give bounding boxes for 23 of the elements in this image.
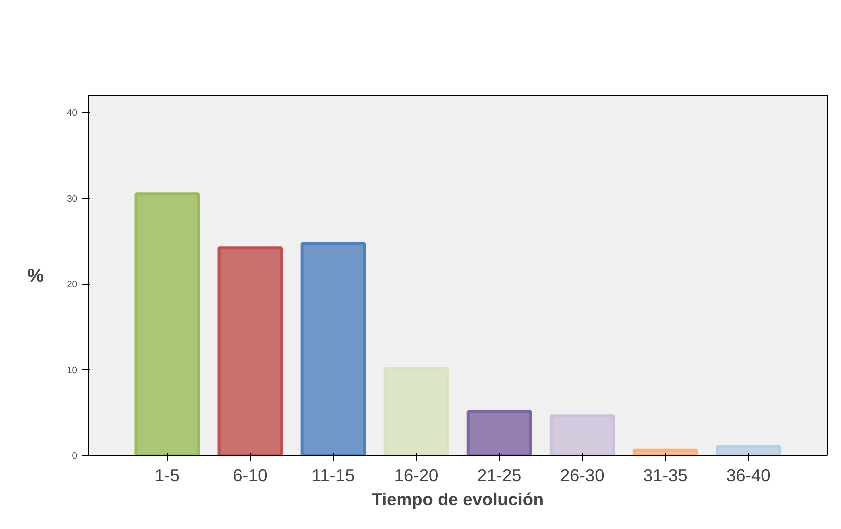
x-tick-label: 6-10: [233, 466, 268, 486]
x-tick-label: 26-30: [560, 466, 605, 486]
bar: [218, 246, 284, 456]
x-axis-title: Tiempo de evolución: [372, 490, 544, 510]
y-tick-label: 10: [67, 365, 78, 376]
bar: [384, 367, 450, 456]
x-tick-label: 31-35: [643, 466, 688, 486]
bar: [134, 192, 200, 456]
y-tick-label: 20: [67, 280, 78, 290]
x-tick-label: 1-5: [154, 466, 180, 486]
x-tick-label: 11-15: [312, 466, 355, 486]
x-tick-label: 36-40: [726, 466, 771, 486]
bar: [300, 242, 366, 456]
x-tick-label: 21-25: [477, 466, 522, 486]
y-tick-label: 0: [72, 451, 78, 461]
bar: [466, 410, 532, 456]
y-tick-label: 30: [67, 194, 78, 204]
y-axis-title: %: [28, 265, 45, 286]
bar: [716, 445, 782, 456]
bar: [550, 414, 616, 456]
x-tick-label: 16-20: [394, 466, 439, 486]
y-tick-label: 40: [67, 108, 78, 118]
bar: [632, 448, 698, 456]
